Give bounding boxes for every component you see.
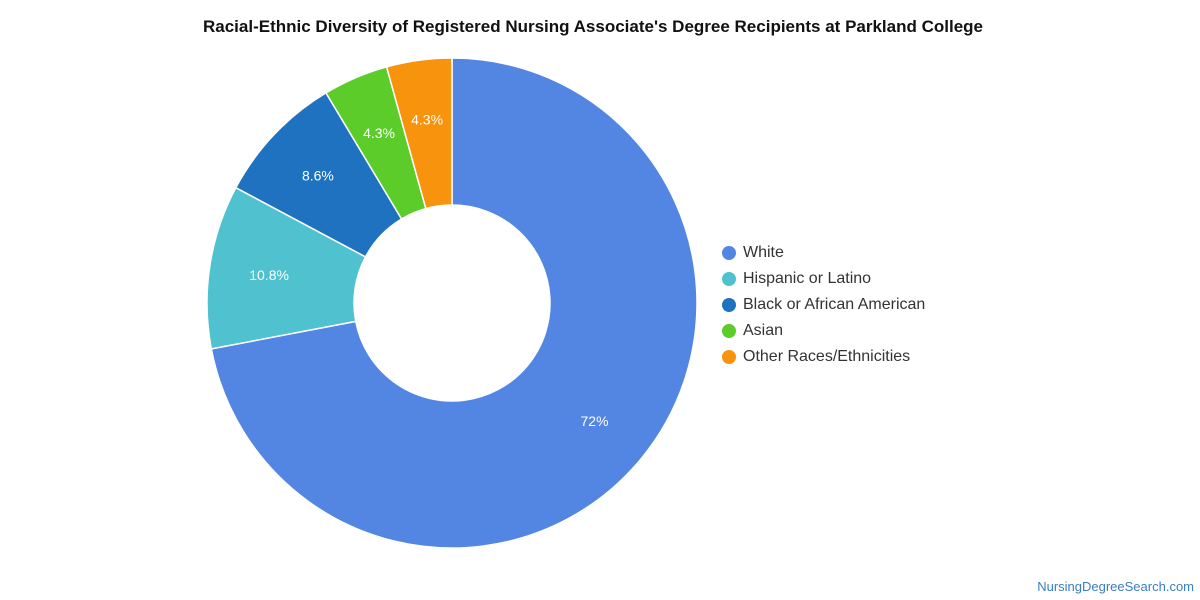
slice-data-label: 4.3% bbox=[411, 112, 443, 128]
legend-item-asian[interactable]: Asian bbox=[722, 318, 925, 344]
legend-label: Other Races/Ethnicities bbox=[743, 348, 911, 365]
legend-label: White bbox=[743, 244, 784, 261]
slice-data-label: 72% bbox=[581, 413, 609, 429]
legend-swatch-icon bbox=[722, 272, 736, 286]
slice-data-label: 10.8% bbox=[249, 267, 289, 283]
legend-label: Asian bbox=[743, 322, 784, 339]
legend-swatch-icon bbox=[722, 350, 736, 364]
chart-legend: White Hispanic or Latino Black or Africa… bbox=[722, 240, 925, 370]
source-credit-link[interactable]: NursingDegreeSearch.com bbox=[1037, 579, 1194, 594]
legend-item-black-or-african-american[interactable]: Black or African American bbox=[722, 292, 925, 318]
legend-swatch-icon bbox=[722, 324, 736, 338]
legend-label: Hispanic or Latino bbox=[743, 270, 872, 287]
legend-label: Black or African American bbox=[743, 296, 926, 313]
pie-slice-4[interactable] bbox=[385, 57, 453, 210]
slice-data-label: 8.6% bbox=[302, 168, 334, 184]
legend-item-white[interactable]: White bbox=[722, 240, 925, 266]
pie-slice-0[interactable] bbox=[210, 57, 698, 549]
legend-item-hispanic-or-latino[interactable]: Hispanic or Latino bbox=[722, 266, 925, 292]
legend-item-other-races-ethnicities[interactable]: Other Races/Ethnicities bbox=[722, 344, 925, 370]
legend-swatch-icon bbox=[722, 246, 736, 260]
legend-swatch-icon bbox=[722, 298, 736, 312]
chart-title: Racial-Ethnic Diversity of Registered Nu… bbox=[203, 17, 983, 36]
slice-data-label: 4.3% bbox=[363, 125, 395, 141]
